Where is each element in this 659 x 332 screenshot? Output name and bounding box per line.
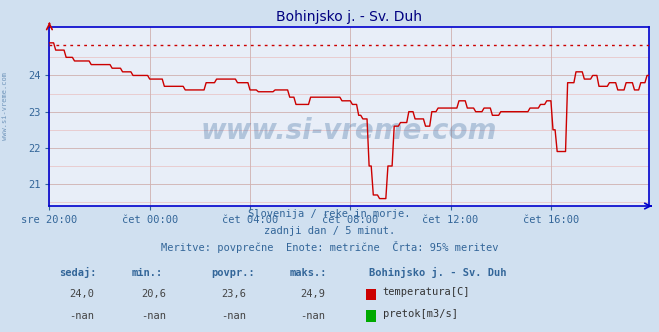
- Text: povpr.:: povpr.:: [211, 268, 254, 278]
- Title: Bohinjsko j. - Sv. Duh: Bohinjsko j. - Sv. Duh: [276, 10, 422, 24]
- Text: 24,0: 24,0: [69, 289, 94, 299]
- Text: Slovenija / reke in morje.: Slovenija / reke in morje.: [248, 209, 411, 219]
- Text: 23,6: 23,6: [221, 289, 246, 299]
- Text: zadnji dan / 5 minut.: zadnji dan / 5 minut.: [264, 226, 395, 236]
- Text: temperatura[C]: temperatura[C]: [383, 288, 471, 297]
- Text: 20,6: 20,6: [142, 289, 167, 299]
- Text: -nan: -nan: [142, 311, 167, 321]
- Text: maks.:: maks.:: [290, 268, 328, 278]
- Text: www.si-vreme.com: www.si-vreme.com: [2, 72, 9, 140]
- Text: www.si-vreme.com: www.si-vreme.com: [201, 117, 498, 144]
- Text: -nan: -nan: [221, 311, 246, 321]
- Text: Meritve: povprečne  Enote: metrične  Črta: 95% meritev: Meritve: povprečne Enote: metrične Črta:…: [161, 241, 498, 253]
- Text: pretok[m3/s]: pretok[m3/s]: [383, 309, 458, 319]
- Text: sedaj:: sedaj:: [59, 267, 97, 278]
- Text: -nan: -nan: [69, 311, 94, 321]
- Text: 24,9: 24,9: [300, 289, 325, 299]
- Text: min.:: min.:: [132, 268, 163, 278]
- Text: Bohinjsko j. - Sv. Duh: Bohinjsko j. - Sv. Duh: [369, 267, 507, 278]
- Text: -nan: -nan: [300, 311, 325, 321]
